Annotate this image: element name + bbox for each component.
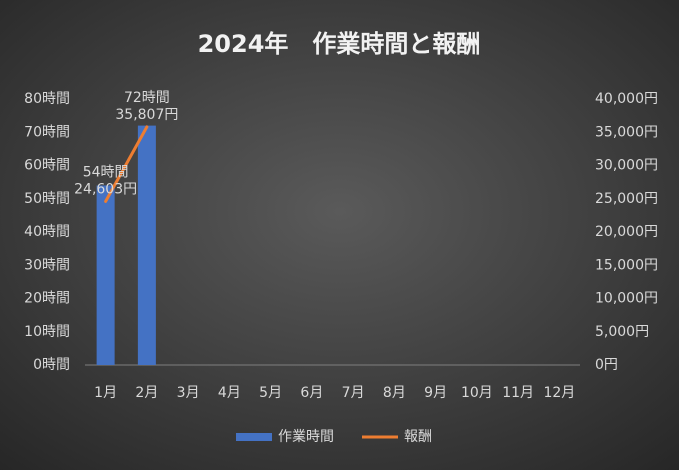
legend-label: 作業時間 (278, 429, 334, 445)
x-tick-label: 4月 (218, 385, 241, 401)
x-tick-label: 12月 (543, 385, 575, 401)
y2-tick-label: 30,000円 (595, 158, 658, 174)
y2-tick-label: 0円 (595, 357, 618, 373)
y-tick-label: 0時間 (33, 357, 70, 373)
y-tick-label: 60時間 (24, 158, 70, 174)
x-tick-label: 1月 (94, 385, 117, 401)
x-tick-label: 11月 (502, 385, 534, 401)
y2-tick-label: 25,000円 (595, 191, 658, 207)
y2-tick-label: 35,000円 (595, 124, 658, 140)
y-tick-label: 80時間 (24, 91, 70, 107)
y-tick-label: 10時間 (24, 324, 70, 340)
x-tick-label: 10月 (461, 385, 493, 401)
y2-tick-label: 40,000円 (595, 91, 658, 107)
bar (96, 185, 115, 365)
y-tick-label: 20時間 (24, 291, 70, 307)
x-tick-label: 9月 (424, 385, 447, 401)
data-label: 54時間 (83, 164, 129, 180)
data-label: 24,603円 (74, 181, 137, 197)
y2-tick-label: 10,000円 (595, 291, 658, 307)
y-tick-label: 50時間 (24, 191, 70, 207)
y2-tick-label: 5,000円 (595, 324, 649, 340)
y-tick-label: 40時間 (24, 224, 70, 240)
x-tick-label: 6月 (300, 385, 323, 401)
x-tick-label: 2月 (135, 385, 158, 401)
chart-title: 2024年 作業時間と報酬 (198, 30, 481, 58)
x-tick-label: 7月 (342, 385, 365, 401)
x-tick-label: 3月 (177, 385, 200, 401)
y-tick-label: 30時間 (24, 257, 70, 273)
y2-tick-label: 20,000円 (595, 224, 658, 240)
x-tick-label: 5月 (259, 385, 282, 401)
line (104, 125, 149, 203)
bar (137, 125, 156, 365)
data-label: 72時間 (124, 90, 170, 106)
y-tick-label: 70時間 (24, 124, 70, 140)
legend-swatch (236, 433, 272, 441)
data-label: 35,807円 (115, 107, 178, 123)
x-tick-label: 8月 (383, 385, 406, 401)
y2-tick-label: 15,000円 (595, 257, 658, 273)
legend-label: 報酬 (404, 429, 432, 445)
